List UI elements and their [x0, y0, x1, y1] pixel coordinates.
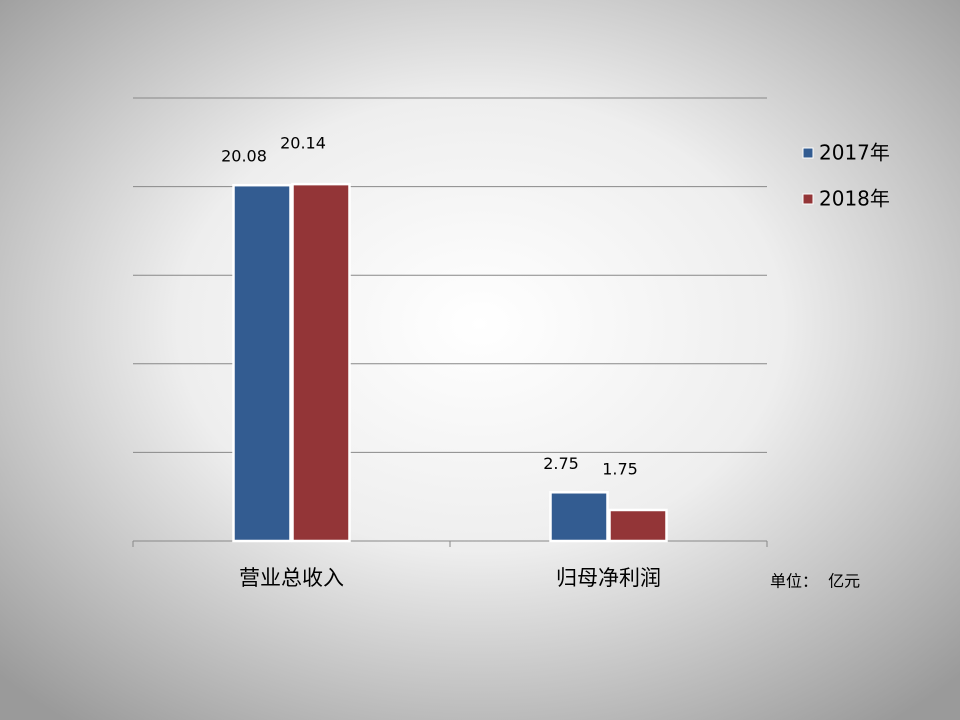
- value-label: 20.08: [221, 147, 267, 166]
- legend-label: 2017年: [819, 141, 890, 165]
- bar: [232, 183, 292, 543]
- bar: [608, 508, 668, 543]
- value-label: 2.75: [543, 454, 579, 473]
- value-label: 1.75: [602, 459, 638, 478]
- legend-label: 2018年: [819, 187, 890, 211]
- x-tick-label: 营业总收入: [239, 566, 344, 590]
- unit-note: 单位： 亿元: [770, 572, 860, 591]
- legend-swatch: [802, 147, 814, 159]
- x-tick-label: 归母净利润: [556, 566, 661, 590]
- legend-swatch: [802, 193, 814, 205]
- value-label: 20.14: [280, 134, 326, 153]
- bar: [549, 491, 609, 543]
- bar: [291, 182, 351, 543]
